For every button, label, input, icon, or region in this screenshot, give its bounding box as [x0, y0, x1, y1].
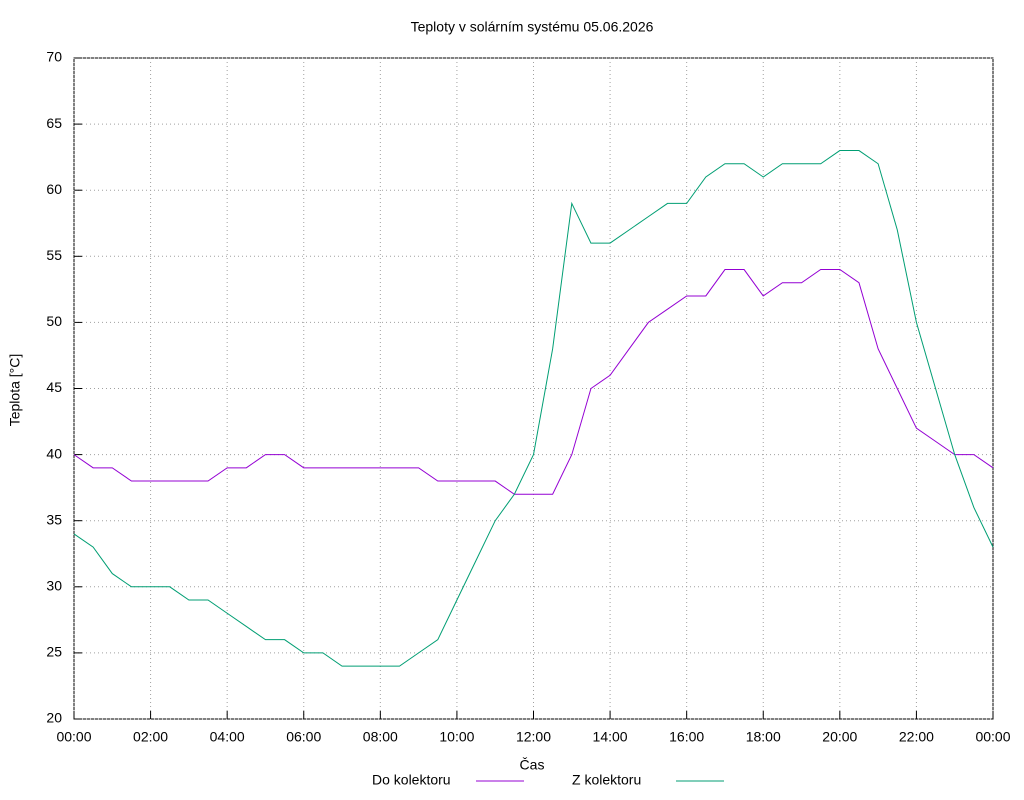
legend-label: Z kolektoru — [572, 772, 641, 788]
legend-label: Do kolektoru — [372, 772, 451, 788]
y-tick-label: 25 — [46, 644, 62, 660]
x-tick-label: 02:00 — [133, 729, 168, 745]
y-axis-label: Teplota [°C] — [7, 354, 23, 427]
x-tick-label: 08:00 — [363, 729, 398, 745]
y-tick-label: 40 — [46, 445, 62, 461]
y-tick-label: 60 — [46, 181, 62, 197]
x-tick-label: 22:00 — [899, 729, 934, 745]
x-tick-label: 06:00 — [286, 729, 321, 745]
data-line — [73, 269, 994, 495]
x-tick-label: 20:00 — [822, 729, 857, 745]
y-tick-label: 50 — [46, 313, 62, 329]
y-tick-label: 30 — [46, 578, 62, 594]
plot-frame — [73, 57, 994, 720]
x-tick-label: 18:00 — [746, 729, 781, 745]
x-tick-label: 16:00 — [669, 729, 704, 745]
x-tick-label: 12:00 — [516, 729, 551, 745]
x-tick-label: 14:00 — [593, 729, 628, 745]
y-tick-label: 45 — [46, 379, 62, 395]
y-tick-label: 65 — [46, 115, 62, 131]
y-tick-label: 20 — [46, 710, 62, 726]
x-axis-label: Čas — [520, 757, 545, 773]
x-tick-label: 04:00 — [210, 729, 245, 745]
data-line — [73, 150, 994, 667]
x-tick-label: 00:00 — [975, 729, 1010, 745]
chart-title: Teploty v solárním systému 05.06.2026 — [411, 19, 654, 35]
y-tick-label: 35 — [46, 511, 62, 527]
x-tick-label: 10:00 — [439, 729, 474, 745]
y-tick-label: 70 — [46, 49, 62, 65]
x-tick-label: 00:00 — [56, 729, 91, 745]
y-tick-label: 55 — [46, 247, 62, 263]
